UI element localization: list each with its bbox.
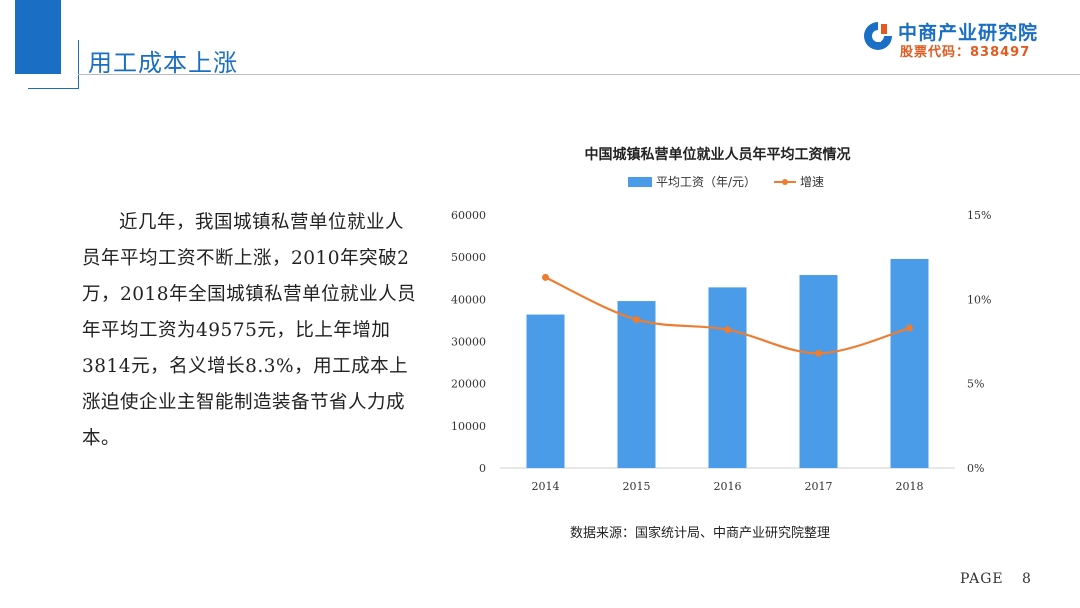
y-left-tick-label: 10000 (451, 420, 486, 433)
y-left-tick-label: 20000 (451, 378, 486, 391)
y-right-tick-label: 10% (967, 293, 991, 306)
bar-2015 (617, 301, 656, 468)
page-label: PAGE (960, 571, 1004, 587)
company-logo: 中商产业研究院 股票代码：838497 (862, 16, 1052, 60)
logo-icon (864, 22, 892, 50)
y-right-tick-label: 0% (967, 462, 984, 475)
growth-point-2016 (724, 326, 731, 334)
bar-2014 (526, 314, 565, 468)
legend-label-bar: 平均工资（年/元） (656, 175, 756, 189)
bar-2018 (890, 258, 929, 468)
corner-decoration-block (15, 0, 61, 74)
y-right-tick-label: 15% (967, 209, 991, 222)
growth-point-2014 (542, 273, 549, 281)
growth-point-2017 (815, 349, 822, 357)
bar-2016 (708, 287, 747, 468)
y-left-tick-label: 40000 (451, 293, 486, 306)
data-source: 数据来源：国家统计局、中商产业研究院整理 (570, 526, 831, 541)
legend-swatch-bar (628, 177, 652, 187)
y-left-tick-label: 60000 (451, 209, 486, 222)
page-title: 用工成本上涨 (88, 49, 238, 77)
x-tick-label: 2016 (714, 480, 742, 493)
title-divider (78, 74, 1080, 75)
page-number: 8 (1022, 571, 1031, 587)
corner-decoration-frame (28, 40, 79, 89)
chart-title: 中国城镇私营单位就业人员年平均工资情况 (585, 146, 851, 163)
logo-stock-code: 股票代码：838497 (900, 45, 1031, 60)
x-tick-label: 2015 (623, 480, 651, 493)
y-left-tick-label: 30000 (451, 336, 486, 349)
growth-point-2015 (633, 316, 640, 324)
x-tick-label: 2018 (896, 480, 924, 493)
logo-name: 中商产业研究院 (898, 22, 1039, 44)
growth-point-2018 (906, 324, 913, 332)
x-tick-label: 2014 (532, 480, 560, 493)
legend-label-line: 增速 (800, 175, 824, 189)
y-left-tick-label: 50000 (451, 251, 486, 264)
x-tick-label: 2017 (805, 480, 833, 493)
legend-marker-line (782, 179, 788, 185)
y-left-tick-label: 0 (479, 462, 486, 475)
bar-2017 (799, 275, 838, 468)
body-paragraph: 近几年，我国城镇私营单位就业人员年平均工资不断上涨，2010年突破2万，2018… (82, 212, 417, 449)
y-right-tick-label: 5% (967, 378, 984, 391)
